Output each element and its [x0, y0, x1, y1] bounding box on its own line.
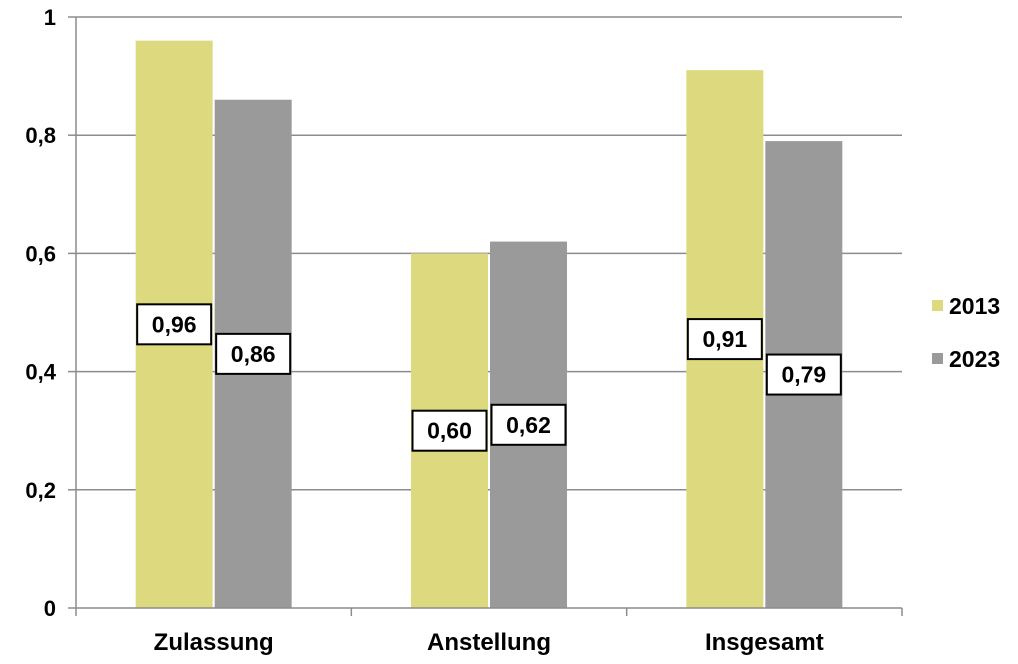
legend-swatch: [932, 353, 943, 364]
legend-item-2023: 2023: [932, 346, 1000, 372]
data-label-box: [686, 318, 763, 361]
data-label: 0,91: [686, 318, 763, 361]
x-tick-label: Zulassung: [154, 629, 274, 656]
y-tick-label: 0,8: [25, 123, 56, 148]
data-label: 0,62: [490, 403, 567, 446]
legend-label: 2013: [949, 293, 1000, 319]
y-tick-label: 0,4: [25, 360, 56, 385]
data-label-text: 0,60: [427, 418, 472, 444]
data-label-box: [490, 403, 567, 446]
data-label: 0,60: [411, 409, 488, 452]
axes: 0 0,2 0,4 0,6 0,8 1 Zulassung Anstellung Insgesa…: [25, 5, 903, 656]
data-label-box: [136, 303, 213, 346]
data-label-text: 0,96: [152, 311, 197, 337]
data-label-text: 0,62: [506, 412, 551, 438]
data-label: 0,79: [765, 353, 842, 396]
data-label-box: [215, 332, 292, 375]
data-label-text: 0,91: [702, 326, 747, 352]
y-tick-label: 0,2: [25, 478, 56, 503]
y-tick-label: 0,6: [25, 241, 56, 266]
legend: 2013 2023: [932, 293, 1000, 372]
gridlines: [76, 16, 902, 491]
y-tick-label: 0: [44, 596, 56, 621]
y-tick-label: 1: [44, 5, 56, 30]
x-tick-label: Anstellung: [427, 629, 551, 656]
data-labels: 0,96 0,86 0,60 0,62 0,91 0,79: [136, 303, 842, 452]
data-label-text: 0,79: [781, 362, 826, 388]
data-label-box: [411, 409, 488, 452]
data-label-box: [765, 353, 842, 396]
legend-item-2013: 2013: [932, 293, 1000, 319]
legend-swatch: [932, 300, 943, 311]
data-label-text: 0,86: [231, 341, 276, 367]
data-label: 0,96: [136, 303, 213, 346]
data-label: 0,86: [215, 332, 292, 375]
legend-label: 2023: [949, 346, 1000, 372]
x-tick-label: Insgesamt: [705, 629, 824, 656]
